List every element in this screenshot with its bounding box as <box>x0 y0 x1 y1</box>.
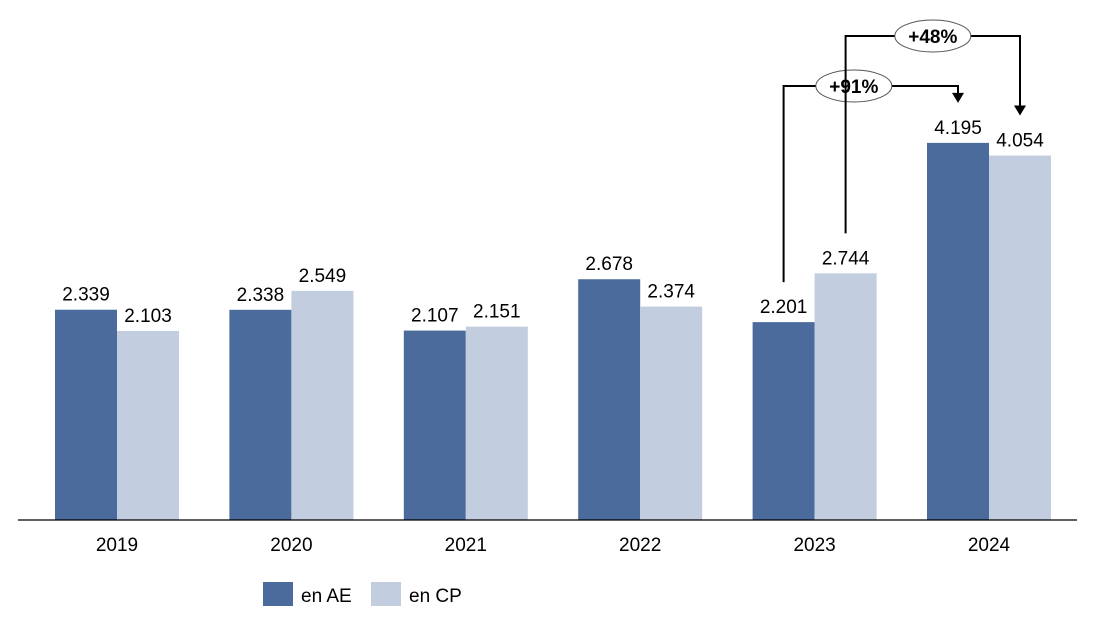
data-label: 2.103 <box>124 306 172 327</box>
data-label: 4.195 <box>934 118 982 139</box>
data-label: 2.201 <box>760 297 808 318</box>
data-label: 2.678 <box>585 254 633 275</box>
arrowhead-icon <box>1014 105 1026 116</box>
x-tick-label: 2019 <box>96 535 138 556</box>
bar-2023-ae <box>752 322 815 520</box>
legend-swatch <box>263 582 293 606</box>
bar-2021-ae <box>403 330 466 520</box>
data-label: 2.107 <box>411 306 459 327</box>
data-label: 2.549 <box>299 266 347 287</box>
x-tick-label: 2024 <box>968 535 1011 556</box>
data-label: 4.054 <box>996 131 1044 152</box>
bar-2021-cp <box>465 326 528 520</box>
bar-2020-cp <box>291 290 354 520</box>
bar-2022-cp <box>640 306 703 520</box>
x-tick-label: 2022 <box>619 535 661 556</box>
arrowhead-icon <box>952 92 964 103</box>
growth-badge <box>894 19 972 53</box>
data-label: 2.374 <box>647 282 695 303</box>
data-label: 2.744 <box>822 248 870 269</box>
x-tick-label: 2023 <box>793 535 835 556</box>
growth-badge <box>815 69 893 103</box>
data-label: 2.151 <box>473 302 521 323</box>
data-label: 2.338 <box>237 285 285 306</box>
bar-2022-ae <box>578 279 641 520</box>
data-label: 2.339 <box>62 285 110 306</box>
x-tick-label: 2020 <box>270 535 312 556</box>
legend-swatch <box>371 582 401 606</box>
bar-2024-ae <box>927 142 989 520</box>
growth-label: +91% <box>829 77 878 98</box>
bar-2024-cp <box>989 155 1051 520</box>
bar-2020-ae <box>229 309 292 520</box>
growth-label: +48% <box>908 27 957 48</box>
bar-2019-cp <box>117 330 179 520</box>
bar-2019-ae <box>55 309 117 520</box>
x-tick-label: 2021 <box>445 535 487 556</box>
bar-2023-cp <box>814 273 877 520</box>
legend-label: en CP <box>409 586 462 607</box>
legend-label: en AE <box>301 586 352 607</box>
